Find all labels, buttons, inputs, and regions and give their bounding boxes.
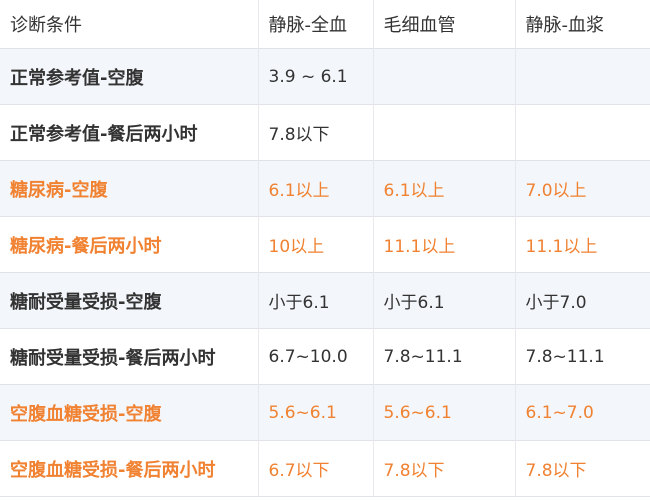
header-venous-whole-blood: 静脉-全血 — [257, 0, 373, 49]
value-cell: 7.8以下 — [257, 104, 373, 161]
value-cell: 10以上 — [257, 216, 373, 273]
table-row: 糖尿病-餐后两小时 10以上 11.1以上 11.1以上 — [0, 216, 650, 273]
value-cell: 6.1以上 — [257, 160, 373, 217]
value-cell — [514, 48, 650, 105]
value-cell — [372, 104, 515, 161]
table-row: 正常参考值-餐后两小时 7.8以下 — [0, 104, 650, 161]
table-row: 空腹血糖受损-空腹 5.6~6.1 5.6~6.1 6.1~7.0 — [0, 384, 650, 441]
condition-cell: 糖尿病-餐后两小时 — [0, 216, 258, 273]
value-cell: 7.8以下 — [372, 440, 515, 497]
header-capillary: 毛细血管 — [372, 0, 515, 49]
value-cell: 7.0以上 — [514, 160, 650, 217]
value-cell — [514, 104, 650, 161]
table-row: 糖耐受量受损-空腹 小于6.1 小于6.1 小于7.0 — [0, 272, 650, 329]
value-cell: 小于6.1 — [372, 272, 515, 329]
value-cell: 6.1以上 — [372, 160, 515, 217]
table-row: 空腹血糖受损-餐后两小时 6.7以下 7.8以下 7.8以下 — [0, 440, 650, 497]
condition-cell: 糖尿病-空腹 — [0, 160, 258, 217]
value-cell: 6.7~10.0 — [257, 328, 373, 385]
value-cell: 7.8~11.1 — [514, 328, 650, 385]
value-cell: 11.1以上 — [372, 216, 515, 273]
value-cell: 7.8以下 — [514, 440, 650, 497]
value-cell: 7.8~11.1 — [372, 328, 515, 385]
condition-cell: 空腹血糖受损-餐后两小时 — [0, 440, 258, 497]
condition-cell: 糖耐受量受损-餐后两小时 — [0, 328, 258, 385]
value-cell: 11.1以上 — [514, 216, 650, 273]
value-cell: 小于6.1 — [257, 272, 373, 329]
table-row: 糖耐受量受损-餐后两小时 6.7~10.0 7.8~11.1 7.8~11.1 — [0, 328, 650, 385]
value-cell: 6.1~7.0 — [514, 384, 650, 441]
value-cell: 小于7.0 — [514, 272, 650, 329]
table-row: 正常参考值-空腹 3.9 ~ 6.1 — [0, 48, 650, 105]
condition-cell: 正常参考值-空腹 — [0, 48, 258, 105]
condition-cell: 空腹血糖受损-空腹 — [0, 384, 258, 441]
value-cell: 3.9 ~ 6.1 — [257, 48, 373, 105]
value-cell: 6.7以下 — [257, 440, 373, 497]
header-row: 诊断条件 静脉-全血 毛细血管 静脉-血浆 — [0, 0, 650, 49]
condition-cell: 正常参考值-餐后两小时 — [0, 104, 258, 161]
condition-cell: 糖耐受量受损-空腹 — [0, 272, 258, 329]
value-cell — [372, 48, 515, 105]
value-cell: 5.6~6.1 — [372, 384, 515, 441]
header-condition: 诊断条件 — [10, 15, 82, 36]
table-row: 糖尿病-空腹 6.1以上 6.1以上 7.0以上 — [0, 160, 650, 217]
value-cell: 5.6~6.1 — [257, 384, 373, 441]
header-venous-plasma: 静脉-血浆 — [514, 0, 650, 49]
